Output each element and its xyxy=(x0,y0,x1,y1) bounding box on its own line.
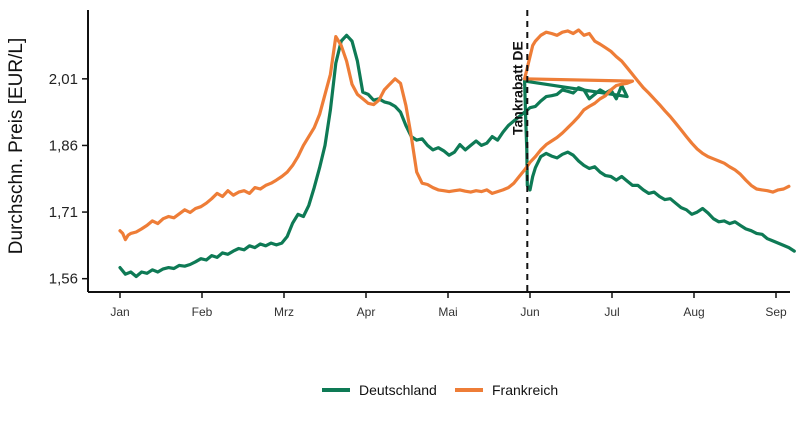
y-tick-label: 1,71 xyxy=(49,204,78,221)
series-line-frankreich xyxy=(118,28,791,242)
x-tick-label: Jul xyxy=(604,305,619,319)
y-axis: 1,56 1,71 1,86 2,01 xyxy=(49,10,89,292)
legend-label-frankreich: Frankreich xyxy=(492,382,558,398)
legend: Deutschland Frankreich xyxy=(322,382,558,398)
series-line-deutschland xyxy=(118,33,796,279)
x-axis: Jan Feb Mrz Apr Mai Jun Jul Aug Sep xyxy=(88,291,790,319)
x-tick-label: Mai xyxy=(438,305,457,319)
x-tick-label: Jan xyxy=(110,305,129,319)
x-tick-label: Apr xyxy=(357,305,376,319)
y-tick-label: 1,86 xyxy=(49,137,78,154)
x-tick-label: Feb xyxy=(192,305,213,319)
y-tick-label: 2,01 xyxy=(49,71,78,88)
y-tick-label: 1,56 xyxy=(49,271,78,288)
legend-label-deutschland: Deutschland xyxy=(359,382,437,398)
annotation-label: Tankrabatt DE xyxy=(509,41,525,135)
x-tick-label: Mrz xyxy=(274,305,294,319)
y-axis-label: Durchschn. Preis [EUR/L] xyxy=(6,38,27,254)
x-tick-label: Jun xyxy=(520,305,539,319)
annotation: Tankrabatt DE xyxy=(509,10,529,292)
x-tick-label: Aug xyxy=(683,305,704,319)
series-lines xyxy=(118,28,796,279)
x-tick-label: Sep xyxy=(765,305,787,319)
